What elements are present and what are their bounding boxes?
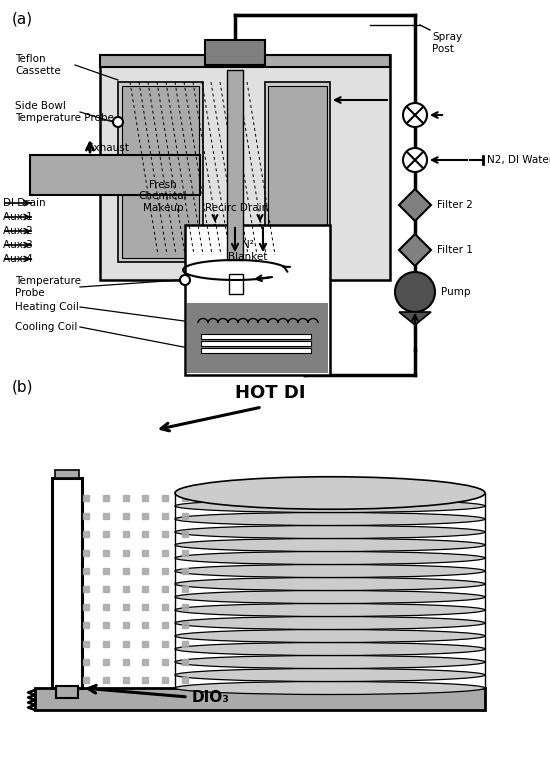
Text: Aux 3: Aux 3	[3, 240, 33, 250]
Bar	[185, 225, 330, 375]
Text: Filter 1: Filter 1	[437, 245, 473, 255]
Text: (b): (b)	[12, 380, 34, 395]
Bar	[268, 86, 327, 258]
Bar	[201, 348, 311, 353]
Text: Recirc Drain: Recirc Drain	[205, 203, 268, 213]
Bar	[30, 155, 200, 195]
Text: Aux 2: Aux 2	[3, 226, 33, 236]
Ellipse shape	[175, 604, 485, 617]
Text: Exhaust: Exhaust	[87, 143, 129, 153]
Text: Aux 1: Aux 1	[3, 212, 33, 222]
Polygon shape	[399, 312, 431, 325]
Text: (a): (a)	[12, 12, 33, 27]
Ellipse shape	[175, 538, 485, 551]
Ellipse shape	[175, 655, 485, 668]
Ellipse shape	[175, 578, 485, 591]
Polygon shape	[399, 234, 431, 266]
Text: DIO₃: DIO₃	[192, 689, 230, 705]
Bar	[229, 274, 243, 294]
Ellipse shape	[175, 642, 485, 655]
Ellipse shape	[175, 564, 485, 578]
Bar	[52, 478, 82, 688]
Text: Cooling Coil: Cooling Coil	[15, 322, 78, 332]
Bar	[55, 470, 79, 478]
Circle shape	[403, 103, 427, 127]
Bar	[265, 82, 330, 262]
Circle shape	[180, 275, 190, 285]
Circle shape	[403, 148, 427, 172]
Ellipse shape	[175, 630, 485, 642]
Polygon shape	[399, 189, 431, 221]
Ellipse shape	[175, 500, 485, 513]
Bar	[118, 82, 203, 262]
Ellipse shape	[175, 513, 485, 525]
Bar	[122, 86, 199, 258]
Text: Heating Coil: Heating Coil	[15, 302, 79, 312]
Bar	[187, 303, 328, 373]
Text: Teflon
Cassette: Teflon Cassette	[15, 54, 61, 75]
Ellipse shape	[175, 477, 485, 509]
Bar	[227, 70, 243, 260]
Ellipse shape	[175, 617, 485, 630]
Bar	[100, 55, 390, 280]
Text: N²
Blanket: N² Blanket	[228, 240, 268, 262]
Ellipse shape	[175, 551, 485, 564]
Text: HOT DI: HOT DI	[235, 384, 305, 402]
Ellipse shape	[175, 668, 485, 681]
Text: Filter 2: Filter 2	[437, 200, 473, 210]
Text: Temperature
Probe: Temperature Probe	[15, 276, 81, 298]
Text: DI Drain: DI Drain	[3, 198, 46, 208]
Text: Spray
Post: Spray Post	[432, 32, 462, 54]
Bar	[35, 688, 485, 710]
Circle shape	[113, 117, 123, 127]
Bar	[201, 334, 311, 339]
Bar	[100, 55, 390, 67]
Text: Aux 4: Aux 4	[3, 254, 33, 264]
Bar	[56, 686, 78, 698]
Text: Fresh
Chemical
Makeup: Fresh Chemical Makeup	[139, 180, 188, 213]
Circle shape	[395, 272, 435, 312]
Bar	[205, 40, 265, 65]
Ellipse shape	[175, 681, 485, 695]
Ellipse shape	[175, 591, 485, 604]
Text: Side Bowl
Temperature Probe: Side Bowl Temperature Probe	[15, 101, 114, 122]
Text: N2, DI Water Rinse: N2, DI Water Rinse	[487, 155, 550, 165]
Ellipse shape	[175, 525, 485, 538]
Bar	[201, 341, 311, 346]
Text: Pump: Pump	[441, 287, 470, 297]
